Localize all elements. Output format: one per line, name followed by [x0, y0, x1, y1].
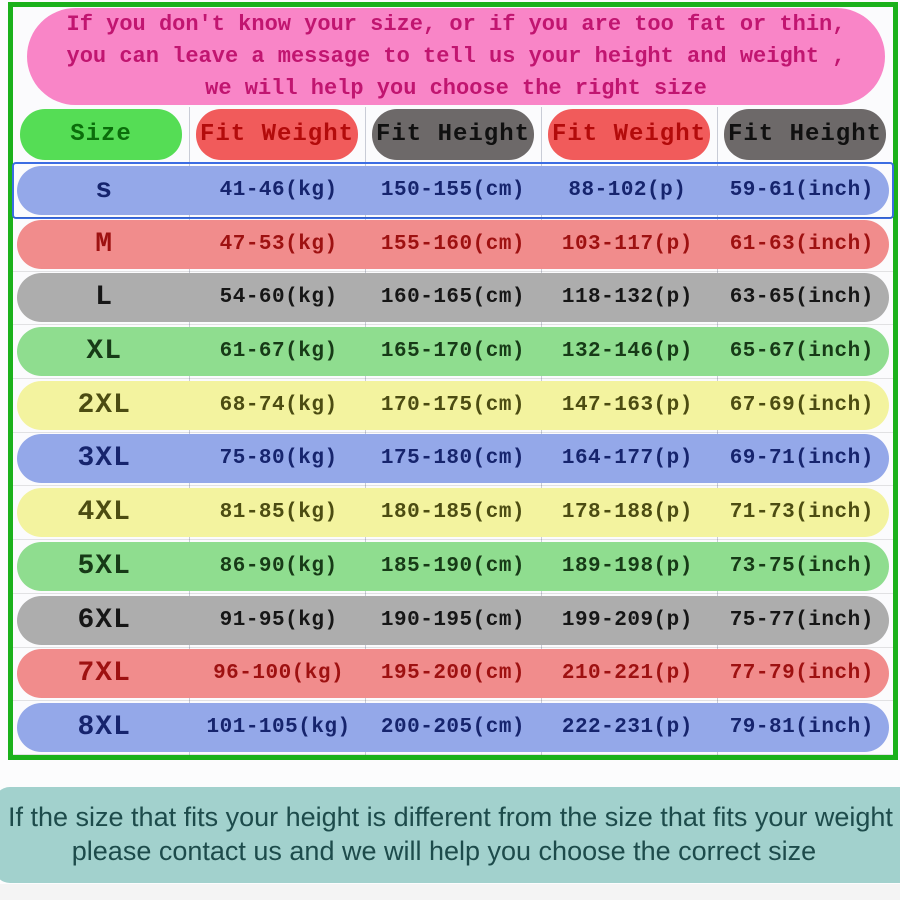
- fit-height-cm-cell: 180-185(cm): [380, 501, 526, 525]
- fit-weight-kg-cell: 61-67(kg): [219, 340, 338, 364]
- column-divider-line: [541, 107, 542, 755]
- fit-weight-p-cell: 189-198(p): [561, 554, 693, 578]
- fit-height-inch-cell: 63-65(inch): [729, 286, 874, 310]
- fit-height-inch-cell: 59-61(inch): [729, 179, 874, 202]
- fit-height-cm-cell: 195-200(cm): [380, 662, 526, 686]
- header-cell-fit-weight-p: Fit Weight: [548, 109, 710, 160]
- table-row-7XL: 7XL 96-100(kg) 195-200(cm) 210-221(p) 77-79(…: [13, 649, 893, 702]
- fit-weight-p-cell: 118-132(p): [561, 286, 693, 310]
- fit-weight-p-cell: 222-231(p): [561, 715, 693, 739]
- column-divider-line: [717, 107, 718, 755]
- fit-weight-kg-cell: 101-105(kg): [206, 715, 351, 739]
- size-cell: 5XL: [77, 550, 131, 582]
- fit-height-cm-cell: 170-175(cm): [380, 393, 526, 417]
- fit-weight-p-cell: 88-102(p): [568, 179, 687, 202]
- header-col: Fit Weight: [541, 109, 717, 160]
- fit-height-inch-cell: 79-81(inch): [729, 715, 874, 739]
- column-divider-line: [189, 107, 190, 755]
- fit-height-inch-cell: 71-73(inch): [729, 501, 874, 525]
- fit-height-cm-cell: 175-180(cm): [380, 447, 526, 471]
- fit-weight-kg-cell: 96-100(kg): [213, 662, 345, 686]
- header-cell-size: Size: [20, 109, 182, 160]
- header-cell-fit-weight-kg: Fit Weight: [196, 109, 358, 160]
- banner-line-1: If you don't know your size, or if you a…: [66, 11, 846, 37]
- size-cell: 2XL: [77, 389, 131, 421]
- fit-height-inch-cell: 61-63(inch): [729, 232, 874, 256]
- fit-weight-kg-cell: 86-90(kg): [219, 554, 338, 578]
- page-bottom-strip: [0, 884, 900, 900]
- contact-note-line-2: please contact us and we will help you c…: [71, 836, 817, 866]
- table-row-3XL: 3XL 75-80(kg) 175-180(cm) 164-177(p) 69-71(i…: [13, 434, 893, 487]
- size-chart-board: If you don't know your size, or if you a…: [8, 2, 898, 760]
- contact-note: If the size that fits your height is dif…: [0, 787, 900, 883]
- size-cell: 7XL: [77, 658, 131, 690]
- banner-line-2: you can leave a message to tell us your …: [66, 43, 846, 69]
- fit-weight-kg-cell: 54-60(kg): [219, 286, 338, 310]
- table-row-XL: XL 61-67(kg) 165-170(cm) 132-146(p) 65-67(in…: [13, 327, 893, 380]
- fit-height-cm-cell: 160-165(cm): [380, 286, 526, 310]
- header-col: Fit Height: [717, 109, 893, 160]
- table-row-4XL: 4XL 81-85(kg) 180-185(cm) 178-188(p) 71-73(i…: [13, 488, 893, 541]
- header-row: Size Fit Weight Fit Height Fit Weight Fit He…: [13, 109, 893, 160]
- header-col: Size: [13, 109, 189, 160]
- fit-weight-p-cell: 210-221(p): [561, 662, 693, 686]
- fit-weight-kg-cell: 75-80(kg): [219, 447, 338, 471]
- header-col: Fit Weight: [189, 109, 365, 160]
- header-cell-fit-height-inch: Fit Height: [724, 109, 886, 160]
- fit-weight-p-cell: 103-117(p): [561, 232, 693, 256]
- fit-weight-p-cell: 147-163(p): [561, 393, 693, 417]
- size-cell: 3XL: [77, 443, 131, 475]
- fit-weight-p-cell: 178-188(p): [561, 501, 693, 525]
- table-row-L: L 54-60(kg) 160-165(cm) 118-132(p) 63-65(inc…: [13, 273, 893, 326]
- fit-height-inch-cell: 69-71(inch): [729, 447, 874, 471]
- table-row-5XL: 5XL 86-90(kg) 185-190(cm) 189-198(p) 73-75(i…: [13, 541, 893, 594]
- header-col: Fit Height: [365, 109, 541, 160]
- fit-height-inch-cell: 75-77(inch): [729, 608, 874, 632]
- fit-weight-kg-cell: 91-95(kg): [219, 608, 338, 632]
- fit-height-cm-cell: 165-170(cm): [380, 340, 526, 364]
- size-cell: s: [95, 175, 114, 206]
- table-row-6XL: 6XL 91-95(kg) 190-195(cm) 199-209(p) 75-77(i…: [13, 595, 893, 648]
- fit-height-cm-cell: 200-205(cm): [380, 715, 526, 739]
- fit-weight-p-cell: 132-146(p): [561, 340, 693, 364]
- contact-note-line-1: If the size that fits your height is dif…: [8, 802, 893, 832]
- banner-line-3: we will help you choose the right size: [205, 75, 707, 101]
- table-row-s: s 41-46(kg) 150-155(cm) 88-102(p) 59-61(inch…: [12, 162, 894, 219]
- fit-weight-p-cell: 164-177(p): [561, 447, 693, 471]
- fit-height-cm-cell: 185-190(cm): [380, 554, 526, 578]
- size-rows: s 41-46(kg) 150-155(cm) 88-102(p) 59-61(inch…: [12, 162, 894, 755]
- size-cell: M: [95, 228, 114, 260]
- header-cell-fit-height-cm: Fit Height: [372, 109, 534, 160]
- size-cell: L: [95, 282, 114, 314]
- size-help-banner: If you don't know your size, or if you a…: [27, 8, 885, 105]
- fit-weight-kg-cell: 41-46(kg): [219, 179, 338, 202]
- table-row-8XL: 8XL 101-105(kg) 200-205(cm) 222-231(p) 79-81…: [13, 702, 893, 755]
- fit-height-inch-cell: 65-67(inch): [729, 340, 874, 364]
- size-cell: XL: [86, 336, 122, 368]
- fit-height-inch-cell: 67-69(inch): [729, 393, 874, 417]
- column-divider-line: [365, 107, 366, 755]
- fit-height-cm-cell: 155-160(cm): [380, 232, 526, 256]
- fit-weight-kg-cell: 68-74(kg): [219, 393, 338, 417]
- fit-height-cm-cell: 150-155(cm): [380, 179, 526, 202]
- size-cell: 4XL: [77, 497, 131, 529]
- fit-height-cm-cell: 190-195(cm): [380, 608, 526, 632]
- table-row-M: M 47-53(kg) 155-160(cm) 103-117(p) 61-63(inc…: [13, 219, 893, 272]
- size-cell: 8XL: [77, 711, 131, 743]
- fit-height-inch-cell: 73-75(inch): [729, 554, 874, 578]
- table-row-2XL: 2XL 68-74(kg) 170-175(cm) 147-163(p) 67-69(i…: [13, 380, 893, 433]
- fit-weight-kg-cell: 47-53(kg): [219, 232, 338, 256]
- fit-weight-kg-cell: 81-85(kg): [219, 501, 338, 525]
- size-cell: 6XL: [77, 604, 131, 636]
- fit-height-inch-cell: 77-79(inch): [729, 662, 874, 686]
- fit-weight-p-cell: 199-209(p): [561, 608, 693, 632]
